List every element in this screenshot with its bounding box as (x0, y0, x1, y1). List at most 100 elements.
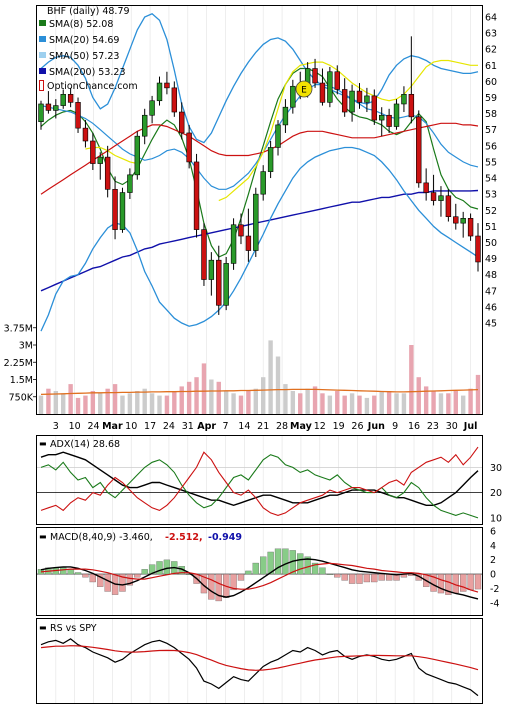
rs-lines (40, 638, 479, 697)
x-tick-label: 21 (257, 421, 269, 432)
volume-bar (231, 393, 236, 414)
candle-body (104, 156, 111, 190)
candle-body (53, 105, 59, 111)
rs-gridlines (55, 619, 471, 703)
macd-histogram-bar (274, 548, 282, 575)
volume-bar (298, 393, 303, 414)
volume-bar (453, 391, 458, 414)
price-tick-label: 63 (485, 29, 497, 40)
candle-body (216, 259, 222, 306)
price-tick-label: 47 (485, 286, 497, 297)
volume-bar (38, 395, 44, 414)
candle-body (356, 90, 363, 103)
legend-sma200-swatch (39, 68, 46, 74)
candle-body (393, 103, 400, 127)
x-tick-label: 16 (408, 421, 420, 432)
volume-bar (53, 391, 59, 414)
macd-histogram-bar (67, 569, 74, 575)
volume-bar (216, 381, 221, 414)
price-tick-label: 53 (485, 190, 497, 201)
candle-body (245, 235, 252, 251)
x-tick-label: 28 (276, 421, 288, 432)
macd-histogram-bar (326, 573, 334, 575)
x-tick-label: 14 (238, 421, 250, 432)
volume-bar (120, 395, 125, 414)
macd-histogram-bar (385, 573, 393, 581)
candle-body (312, 68, 318, 84)
x-tick-label: Apr (197, 421, 216, 432)
macd-histogram-bar (208, 573, 215, 600)
candle-body (371, 95, 378, 121)
volume-bar (379, 391, 384, 414)
candle-body (423, 182, 429, 193)
price-tick-label: 49 (485, 254, 497, 265)
adx-tick-label: 10 (490, 513, 502, 524)
candle-body (60, 94, 66, 106)
rs-panel: ▬ RS vs SPY (36, 618, 483, 704)
macd-histogram-bar (282, 548, 289, 575)
candlesticks (38, 36, 481, 315)
macd-histogram-bar (230, 573, 237, 591)
volume-bar (386, 391, 392, 414)
price-tick-label: 52 (485, 206, 497, 217)
volume-bar (446, 393, 451, 414)
macd-histogram-bar (319, 567, 326, 575)
volume-tick-label: 3.75M (4, 323, 33, 334)
candle-body (364, 95, 370, 103)
macd-histogram-bar (393, 573, 400, 581)
x-tick-label: May (290, 421, 313, 432)
macd-signal-line (40, 562, 479, 593)
x-tick-label: 24 (87, 421, 99, 432)
macd-tick-label: 6 (490, 527, 496, 538)
volume-bar (460, 395, 466, 414)
price-tick-label: 60 (485, 77, 497, 88)
macd-histogram-bar (267, 551, 274, 575)
legend-title: BHF (daily) 48.79 (47, 6, 130, 17)
macd-histogram-bar (60, 567, 67, 575)
candle-body (179, 111, 185, 134)
macd-histogram-bar (119, 573, 126, 592)
volume-bar (98, 393, 103, 414)
candle-body (341, 89, 348, 113)
volume-bar (186, 381, 192, 414)
macd-histogram-bar (104, 573, 111, 592)
candle-body (416, 116, 422, 184)
volume-bar (83, 395, 88, 414)
adx-label: ADX(14) 28.68 (50, 439, 120, 450)
x-axis-labels: 3 10 24 Mar 10 17 24 31 Apr 7 14 21 28 May 12 19 26 Jun 9 1… (53, 421, 478, 432)
rs-average-line (40, 645, 479, 671)
candle-body (475, 235, 481, 263)
volume-bar (283, 384, 288, 414)
candle-body (223, 263, 229, 306)
candle-body (430, 192, 437, 201)
adx-lines (40, 446, 479, 519)
volume-bar (335, 391, 340, 414)
adx-series-di (40, 446, 479, 516)
candle-body (349, 90, 355, 113)
legend-sma20: SMA(20) 54.69 (49, 35, 119, 46)
volume-bar (209, 379, 214, 414)
volume-bar (112, 384, 118, 414)
legend-sma8: SMA(8) 52.08 (49, 19, 113, 30)
candle-body (453, 216, 459, 224)
candle-body (319, 82, 326, 103)
volume-bar (164, 395, 170, 414)
macd-histogram-bar (445, 573, 452, 595)
x-tick-label: 10 (69, 421, 81, 432)
price-tick-label: 55 (485, 157, 497, 168)
macd-histogram-bar (304, 556, 311, 575)
price-tick-label: 62 (485, 45, 497, 56)
volume-tick-label: 3M (19, 341, 33, 352)
macd-line (40, 558, 479, 600)
volume-bar (253, 388, 258, 414)
volume-bar (401, 393, 407, 414)
price-tick-label: 58 (485, 109, 497, 120)
candle-body (282, 106, 289, 126)
x-tick-label: Mar (102, 421, 123, 432)
adx-series-di (40, 454, 479, 519)
volume-bar (431, 391, 436, 414)
volume-bar (261, 377, 266, 414)
volume-average-line (40, 388, 479, 396)
macd-histogram-bar (74, 572, 82, 575)
candle-body (127, 174, 133, 193)
